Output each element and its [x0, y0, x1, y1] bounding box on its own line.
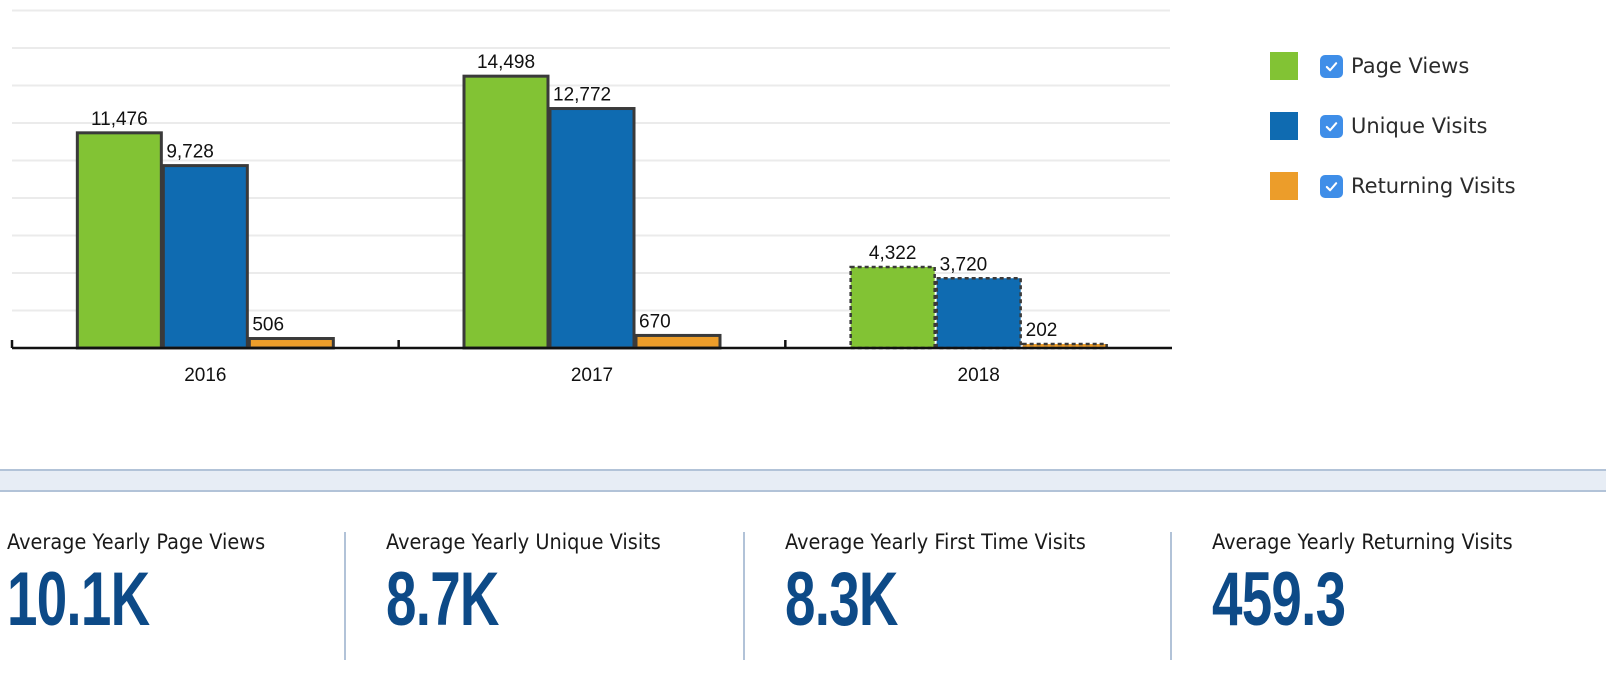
bar-returning-visits-2017[interactable] — [634, 333, 722, 350]
bar-value-label: 670 — [639, 311, 671, 332]
bar-value-label: 12,772 — [553, 85, 611, 106]
stat-label: Average Yearly First Time Visits — [785, 530, 1086, 554]
x-tick-label: 2017 — [571, 365, 613, 386]
bar-chart: 11,476 9,728 506 14,498 12,772 670 4,322 3,720 2… — [10, 9, 1172, 386]
bar-returning-visits-2016[interactable] — [247, 337, 335, 350]
bar-value-label: 14,498 — [477, 52, 535, 73]
bar-value-label: 202 — [1026, 320, 1058, 341]
bar-unique-visits-2016[interactable] — [161, 164, 249, 350]
x-tick-label: 2016 — [184, 365, 226, 386]
stat-page-views: Average Yearly Page Views 10.1K — [7, 530, 288, 660]
legend-label: Page Views — [1351, 54, 1470, 78]
legend-swatch — [1270, 112, 1298, 140]
bar-page-views-2018[interactable] — [849, 265, 936, 350]
checkbox-checked-icon[interactable] — [1320, 114, 1343, 138]
stat-divider — [1170, 532, 1172, 660]
bar-value-label: 506 — [252, 315, 284, 336]
stat-value: 10.1K — [7, 557, 150, 642]
checkbox-checked-icon[interactable] — [1320, 174, 1343, 198]
bar-unique-visits-2018[interactable] — [935, 277, 1022, 350]
section-divider-band — [0, 469, 1606, 492]
legend: Page Views Unique Visits Returning Visit… — [1270, 52, 1516, 232]
bar-page-views-2016[interactable] — [75, 131, 163, 350]
stat-label: Average Yearly Page Views — [7, 530, 266, 554]
legend-item-returning-visits[interactable]: Returning Visits — [1270, 172, 1516, 200]
bar-value-label: 4,322 — [869, 243, 917, 264]
bar-value-label: 11,476 — [91, 109, 148, 130]
stat-value: 8.7K — [386, 557, 499, 642]
bar-value-label: 9,728 — [166, 142, 214, 163]
legend-label: Unique Visits — [1351, 114, 1488, 138]
stat-value: 8.3K — [785, 557, 898, 642]
stat-returning-visits: Average Yearly Returning Visits 459.3 — [1212, 530, 1539, 660]
bar-page-views-2017[interactable] — [462, 74, 550, 350]
legend-label: Returning Visits — [1351, 174, 1516, 198]
stat-first-time-visits: Average Yearly First Time Visits 8.3K — [785, 530, 1112, 660]
stat-label: Average Yearly Returning Visits — [1212, 530, 1513, 554]
stat-label: Average Yearly Unique Visits — [386, 530, 661, 554]
stat-divider — [344, 532, 346, 660]
legend-item-page-views[interactable]: Page Views — [1270, 52, 1516, 80]
legend-item-unique-visits[interactable]: Unique Visits — [1270, 112, 1516, 140]
stat-divider — [743, 532, 745, 660]
legend-swatch — [1270, 172, 1298, 200]
bar-unique-visits-2017[interactable] — [548, 107, 636, 350]
x-tick-label: 2018 — [958, 365, 1000, 386]
bars: 11,476 9,728 506 14,498 12,772 670 4,322 3,720 2… — [75, 52, 1108, 350]
stat-value: 459.3 — [1212, 557, 1346, 642]
bar-value-label: 3,720 — [940, 254, 988, 275]
checkbox-checked-icon[interactable] — [1320, 54, 1343, 78]
legend-swatch — [1270, 52, 1298, 80]
x-axis: 2016 2017 2018 — [10, 340, 1172, 386]
stat-unique-visits: Average Yearly Unique Visits 8.7K — [386, 530, 685, 660]
